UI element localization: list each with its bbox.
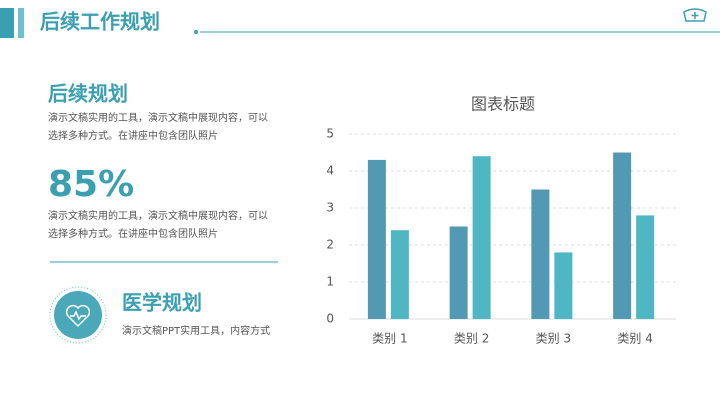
x-tick-label: 类别 4: [617, 332, 652, 346]
section-title: 后续规划: [48, 82, 128, 106]
bar: [613, 152, 632, 319]
bar: [390, 230, 409, 319]
paragraph-line: 选择多种方式。在讲座中包含团队照片: [48, 227, 218, 240]
bar: [472, 156, 491, 319]
section-text: 演示文稿PPT实用工具，内容方式: [122, 324, 270, 337]
paragraph-line: 演示文稿实用的工具，演示文稿中展现内容，可以: [48, 209, 268, 222]
y-tick-label: 3: [326, 201, 334, 215]
x-tick-label: 类别 1: [372, 332, 407, 346]
header-title: 后续工作规划: [40, 10, 160, 34]
header-block: [0, 8, 14, 38]
bar: [449, 226, 468, 319]
x-tick-label: 类别 2: [454, 332, 489, 346]
stat-value: 85%: [48, 164, 134, 205]
y-tick-label: 0: [326, 312, 334, 326]
bar: [531, 189, 550, 319]
bar: [636, 215, 655, 319]
header-dot: [194, 30, 198, 34]
paragraph-line: 演示文稿实用的工具，演示文稿中展现内容，可以: [48, 111, 268, 124]
heart-icon: [65, 304, 91, 328]
header-block: [18, 8, 24, 38]
y-tick-label: 5: [326, 127, 334, 141]
chart-title: 图表标题: [471, 95, 535, 114]
icon-ring: [49, 286, 107, 344]
y-tick-label: 1: [326, 275, 334, 289]
header-icon: [683, 8, 707, 22]
y-tick-label: 4: [326, 164, 334, 178]
y-tick-label: 2: [326, 238, 334, 252]
bar: [367, 159, 386, 319]
bar: [554, 252, 573, 319]
paragraph-line: 选择多种方式。在讲座中包含团队照片: [48, 129, 218, 142]
x-tick-label: 类别 3: [536, 332, 571, 346]
section-title: 医学规划: [122, 291, 202, 315]
